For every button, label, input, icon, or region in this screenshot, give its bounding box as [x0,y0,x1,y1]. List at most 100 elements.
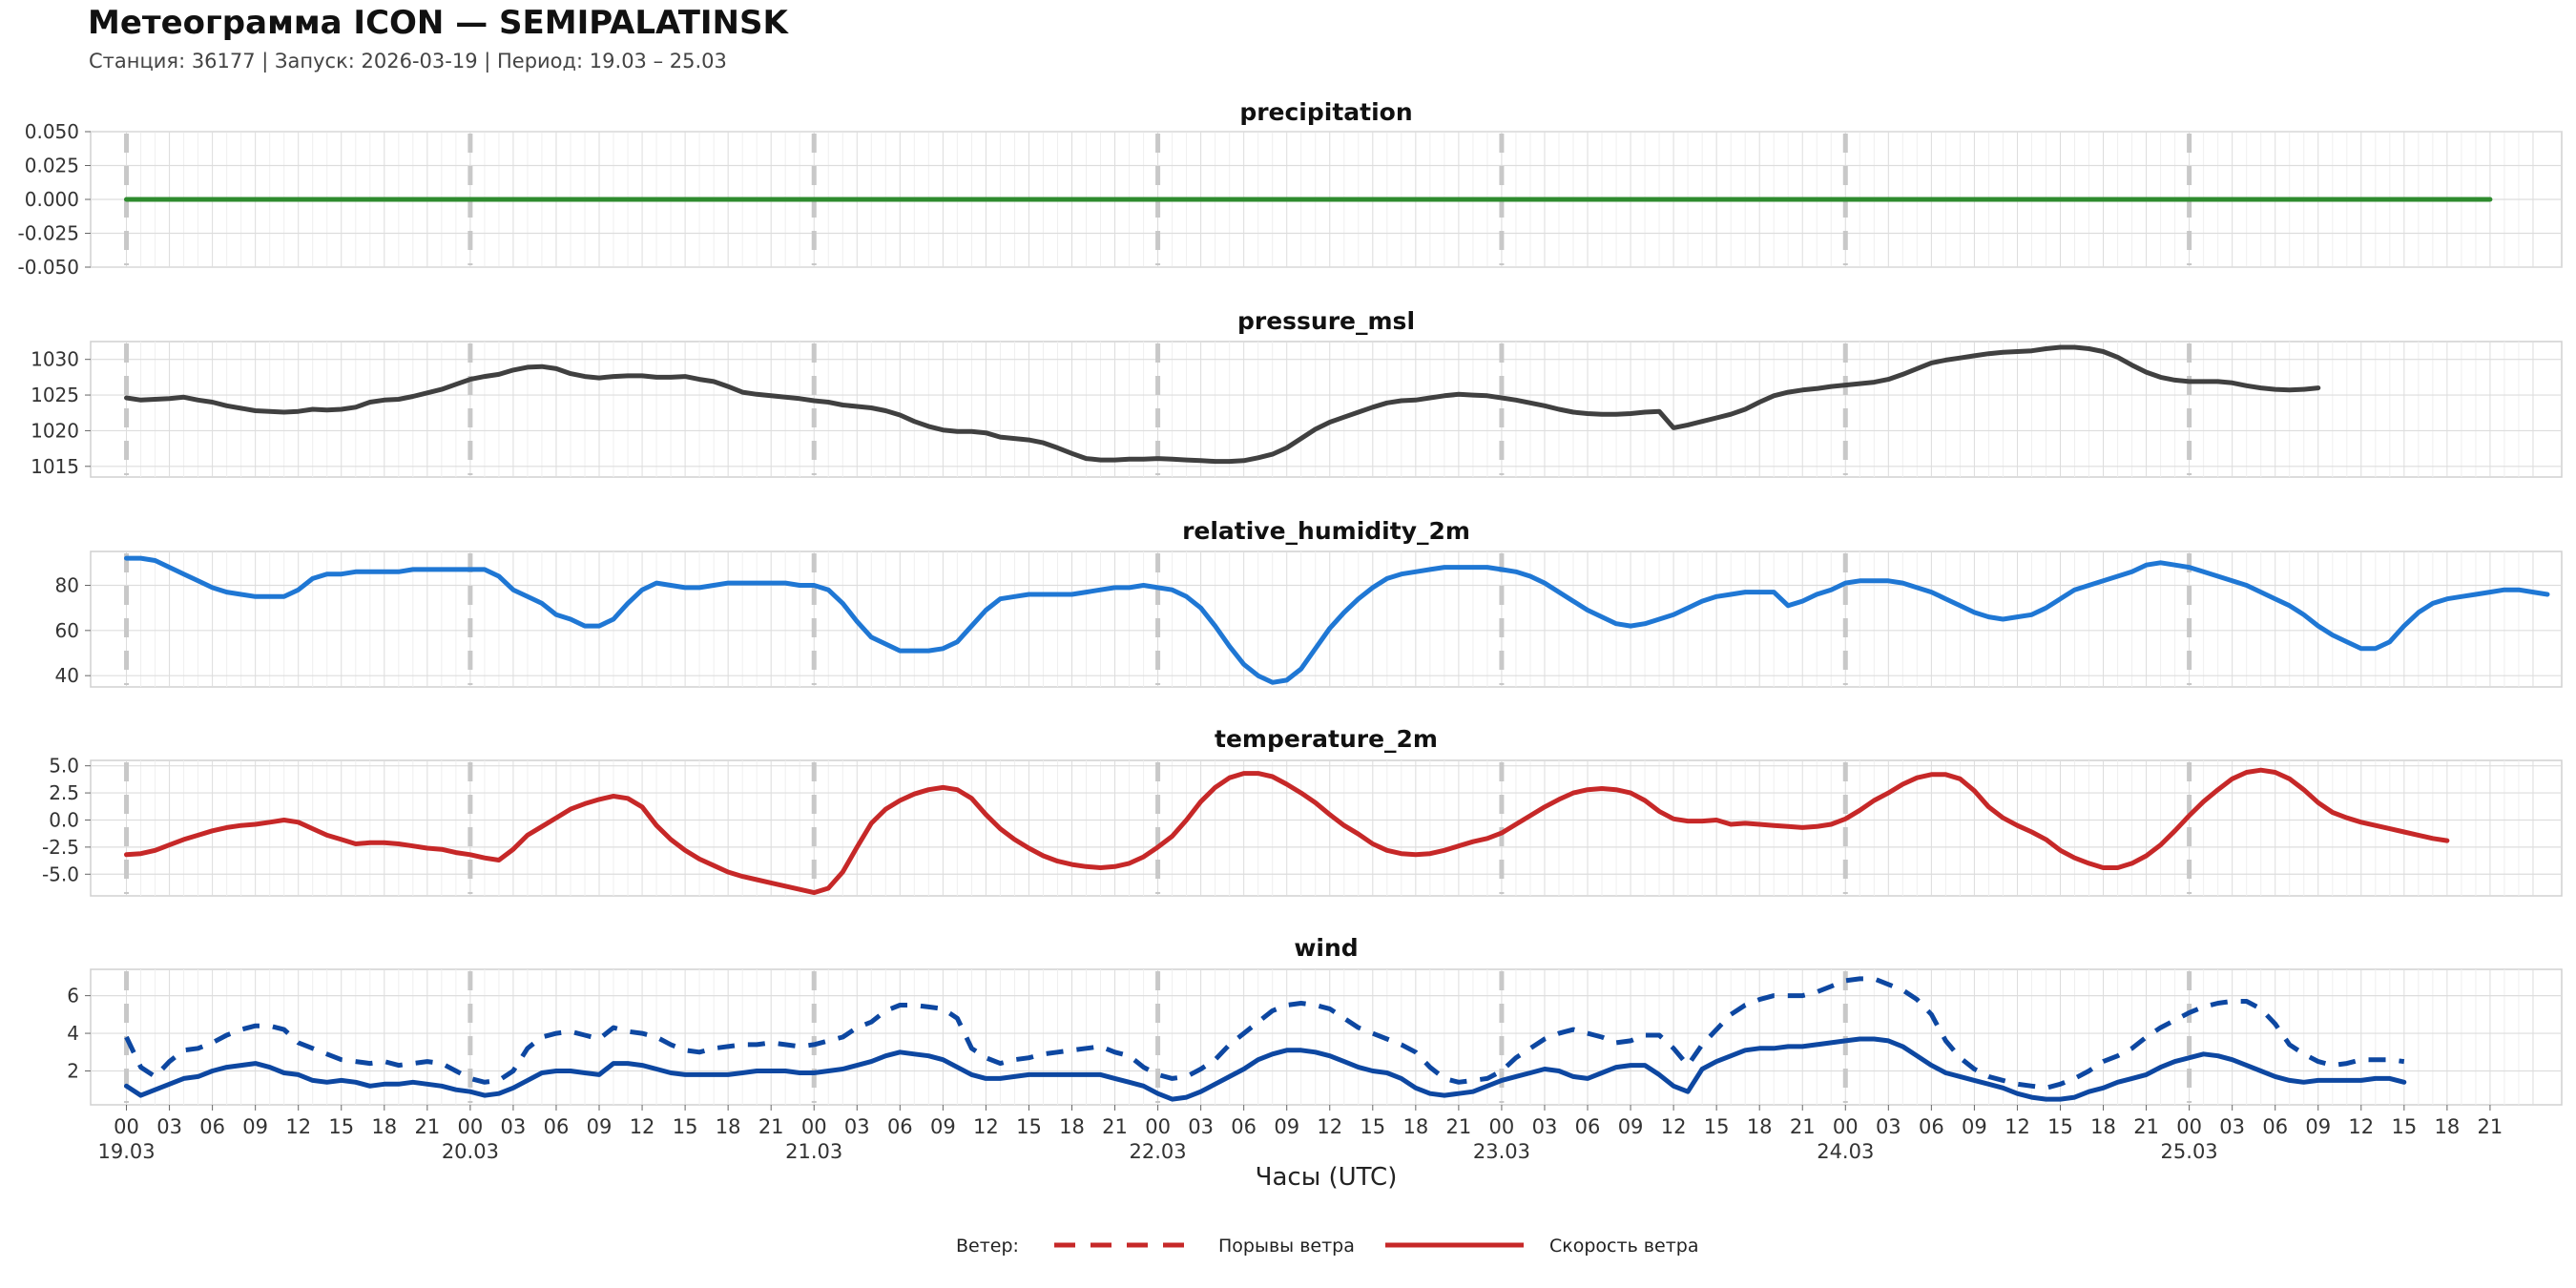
x-tick-label: 03 [1188,1115,1214,1138]
y-tick-label: 4 [67,1022,79,1045]
x-tick-label: 09 [587,1115,613,1138]
x-tick-label: 21 [1446,1115,1472,1138]
chart-title: Метеограмма ICON — SEMIPALATINSK [88,4,788,42]
y-tick-label: -0.025 [18,222,79,245]
x-tick-label: 03 [156,1115,182,1138]
series-line-relative_humidity_2m [124,555,2550,685]
panel-frame [90,968,2563,1106]
x-tick-label: 12 [630,1115,655,1138]
panel-title-temperature_2m: temperature_2m [1215,725,1438,753]
y-tick-label: -0.050 [18,256,79,279]
panel-pressure_msl: 1030 1025 1020 1015 pressure_msl [31,307,2563,478]
x-tick-label: 12 [2348,1115,2374,1138]
y-tick-label: 0.025 [25,155,79,177]
y-tick-label: 2 [67,1060,79,1083]
x-day-label: 25.03 [2161,1140,2218,1163]
x-tick-label: 18 [2090,1115,2116,1138]
x-tick-label: 06 [199,1115,225,1138]
x-tick-label: 18 [1747,1115,1773,1138]
x-tick-label: 09 [2305,1115,2331,1138]
x-tick-label: 21 [758,1115,784,1138]
x-tick-label: 09 [1618,1115,1644,1138]
x-tick-label: 06 [544,1115,570,1138]
x-day-label: 23.03 [1473,1140,1530,1163]
x-day-label: 20.03 [442,1140,499,1163]
legend-title: Ветер: [956,1236,1019,1257]
x-tick-label: 12 [2005,1115,2030,1138]
x-tick-label: 15 [1016,1115,1042,1138]
x-tick-label: 03 [1876,1115,1901,1138]
x-tick-label: 18 [716,1115,741,1138]
y-tick-label: 0.000 [25,188,79,211]
x-tick-label: 09 [242,1115,268,1138]
x-tick-label: 15 [328,1115,354,1138]
x-tick-label: 18 [2435,1115,2461,1138]
panel-title-wind: wind [1294,934,1358,962]
x-tick-label: 18 [371,1115,397,1138]
x-tick-label: 12 [1317,1115,1342,1138]
y-tick-label: 0.050 [25,120,79,143]
x-tick-label: 12 [1661,1115,1687,1138]
x-tick-label: 18 [1059,1115,1085,1138]
y-tick-label: 1020 [31,419,79,442]
x-tick-label: 00 [1833,1115,1859,1138]
panel-relative_humidity_2m: 80 60 40 relative_humidity_2m [55,517,2563,688]
y-tick-label: 80 [55,574,79,597]
x-tick-label: 09 [1962,1115,1987,1138]
x-tick-label: 00 [1145,1115,1171,1138]
series-line-wind-gusts [124,976,2405,1091]
x-tick-label: 00 [1489,1115,1515,1138]
x-tick-label: 06 [1575,1115,1601,1138]
x-axis: 00 03 06 09 12 15 18 21 00 03 06 09 12 15 18 21 00 03 06 09… [97,1105,2503,1192]
x-day-label: 21.03 [785,1140,842,1163]
x-tick-label: 00 [114,1115,139,1138]
y-tick-label: 1030 [31,348,79,371]
panel-temperature_2m: 5.0 2.5 0.0 -2.5 -5.0 temperature_2m [42,725,2563,897]
legend-label-gusts: Порывы ветра [1218,1236,1355,1257]
panel-frame [90,341,2563,478]
panel-wind: 6 4 2 wind [67,934,2563,1106]
x-tick-label: 03 [501,1115,527,1138]
x-day-label: 24.03 [1817,1140,1874,1163]
panel-frame [90,759,2563,897]
chart-subtitle: Станция: 36177 | Запуск: 2026-03-19 | Пе… [89,50,727,73]
y-tick-label: 6 [67,985,79,1008]
x-tick-label: 15 [1704,1115,1730,1138]
x-tick-label: 00 [458,1115,484,1138]
x-tick-label: 15 [673,1115,698,1138]
legend-label-speed: Скорость ветра [1549,1236,1698,1257]
y-tick-label: 1015 [31,455,79,478]
x-day-label: 22.03 [1130,1140,1187,1163]
series-line-wind [124,1036,2407,1102]
y-tick-label: -5.0 [42,862,79,885]
y-tick-label: 40 [55,664,79,687]
x-tick-label: 06 [887,1115,913,1138]
x-tick-label: 15 [2391,1115,2417,1138]
x-tick-label: 09 [1274,1115,1299,1138]
x-tick-label: 21 [414,1115,440,1138]
y-tick-label: 60 [55,619,79,642]
x-tick-label: 03 [1532,1115,1558,1138]
y-tick-label: -2.5 [42,836,79,859]
x-tick-label: 21 [2133,1115,2159,1138]
y-tick-label: 0.0 [49,808,79,831]
panel-title-pressure_msl: pressure_msl [1237,307,1415,335]
legend: Ветер: Порывы ветра Скорость ветра [956,1236,1698,1257]
panel-precipitation: 0.050 0.025 0.000 -0.025 -0.050 precipitation [18,98,2563,279]
x-day-label: 19.03 [97,1140,155,1163]
y-tick-label: 5.0 [49,755,79,778]
x-tick-label: 21 [2478,1115,2503,1138]
x-tick-label: 18 [1402,1115,1428,1138]
series-line-pressure_msl [124,344,2321,465]
x-tick-label: 15 [2047,1115,2073,1138]
x-tick-label: 06 [1231,1115,1257,1138]
y-tick-label: 2.5 [49,781,79,804]
x-tick-label: 09 [930,1115,956,1138]
y-tick-label: 1025 [31,384,79,406]
x-axis-label: Часы (UTC) [1256,1163,1398,1192]
x-tick-label: 00 [801,1115,827,1138]
x-tick-label: 00 [2176,1115,2202,1138]
x-tick-label: 21 [1102,1115,1128,1138]
series-line-temperature_2m [124,767,2450,896]
x-tick-label: 12 [285,1115,311,1138]
